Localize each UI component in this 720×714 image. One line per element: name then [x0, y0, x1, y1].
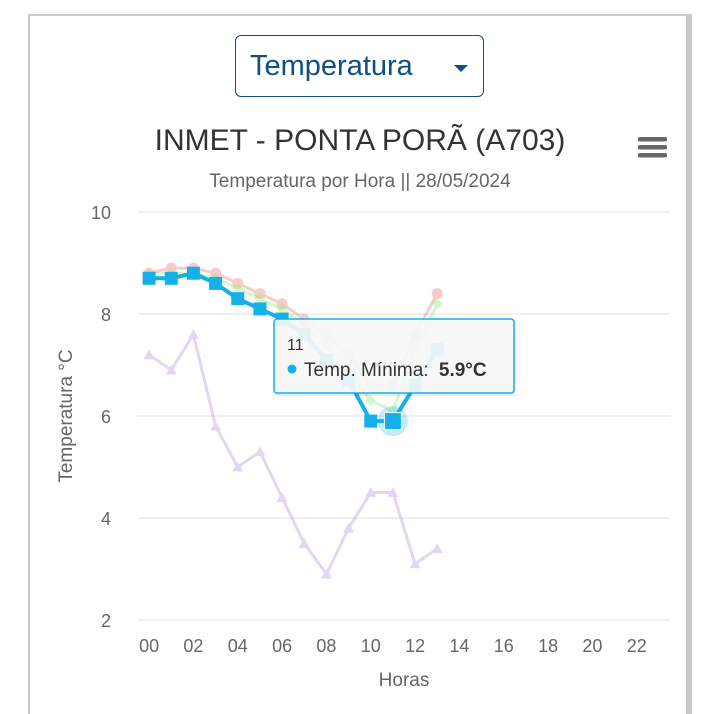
- tooltip-header: 11: [287, 337, 304, 354]
- x-tick-label: 12: [405, 636, 425, 656]
- data-point[interactable]: [187, 328, 199, 339]
- data-point[interactable]: [387, 487, 399, 497]
- data-point[interactable]: [186, 266, 200, 280]
- data-point[interactable]: [431, 543, 443, 553]
- x-tick-label: 22: [627, 636, 647, 656]
- data-point[interactable]: [142, 271, 156, 285]
- data-point[interactable]: [253, 302, 267, 316]
- tooltip-series-marker: [287, 364, 297, 374]
- data-point[interactable]: [364, 414, 378, 428]
- series-line: [148, 332, 439, 576]
- data-point[interactable]: [409, 558, 421, 569]
- chart-gridlines: [138, 211, 670, 621]
- tooltip-value: 5.9°C: [439, 360, 487, 381]
- tooltip-box: [273, 318, 515, 394]
- data-point[interactable]: [210, 267, 222, 279]
- data-point[interactable]: [365, 395, 377, 407]
- chevron-down-icon: [454, 65, 468, 72]
- data-point[interactable]: [209, 276, 223, 290]
- svg-text:Temp. Mínima: 5.9°C: Temp. Mínima: 5.9°C: [304, 360, 487, 381]
- hover-layer: [377, 406, 408, 437]
- data-point[interactable]: [276, 303, 288, 315]
- x-tick-label: 20: [582, 636, 602, 656]
- y-tick-label: 8: [101, 305, 111, 325]
- series-3: [143, 328, 443, 579]
- data-point[interactable]: [254, 293, 266, 305]
- tooltip-series-label: Temp. Mínima:: [304, 360, 429, 381]
- x-tick-label: 04: [228, 636, 248, 656]
- x-tick-label: 18: [538, 636, 558, 656]
- x-axis-label: Horas: [379, 670, 430, 691]
- y-axis-ticks: 2 4 6 8 10: [91, 203, 111, 631]
- y-tick-label: 6: [101, 407, 111, 427]
- data-point[interactable]: [143, 349, 155, 360]
- chart-subtitle: Temperatura por Hora || 28/05/2024: [209, 171, 511, 192]
- hamburger-menu-icon[interactable]: [636, 135, 668, 163]
- x-tick-label: 14: [449, 636, 469, 656]
- data-point[interactable]: [298, 538, 310, 548]
- x-tick-label: 16: [494, 636, 514, 656]
- data-point[interactable]: [210, 420, 222, 431]
- data-point[interactable]: [254, 288, 266, 300]
- x-tick-label: 02: [183, 636, 203, 656]
- data-point[interactable]: [320, 568, 332, 579]
- y-axis-label: Temperatura °C: [56, 349, 77, 482]
- data-point[interactable]: [254, 446, 266, 457]
- data-point[interactable]: [165, 262, 177, 274]
- x-tick-label: 00: [139, 636, 159, 656]
- y-tick-label: 10: [91, 203, 111, 223]
- data-point[interactable]: [343, 522, 355, 533]
- x-tick-label: 08: [316, 636, 336, 656]
- data-point[interactable]: [232, 283, 244, 294]
- hovered-data-point[interactable]: [383, 412, 402, 431]
- x-tick-label: 06: [272, 636, 292, 656]
- data-point[interactable]: [431, 288, 443, 300]
- variable-select[interactable]: Temperatura: [235, 35, 484, 97]
- data-point[interactable]: [232, 277, 244, 289]
- data-point[interactable]: [276, 298, 288, 310]
- data-point[interactable]: [365, 487, 377, 497]
- chart-title: INMET - PONTA PORÃ (A703): [155, 123, 566, 157]
- data-point[interactable]: [165, 364, 177, 375]
- data-point[interactable]: [164, 271, 178, 285]
- y-tick-label: 4: [101, 509, 111, 529]
- data-point[interactable]: [231, 292, 245, 306]
- tooltip: 11 Temp. Mínima: 5.9°C: [273, 318, 516, 396]
- data-point[interactable]: [232, 461, 244, 472]
- x-tick-label: 10: [361, 636, 381, 656]
- y-tick-label: 2: [101, 611, 111, 631]
- data-point[interactable]: [431, 298, 443, 310]
- x-axis-ticks: 00 02 04 06 08 10 12 14 16 18 20 22: [139, 636, 647, 656]
- data-point[interactable]: [276, 492, 288, 502]
- variable-select-value: Temperatura: [250, 49, 413, 82]
